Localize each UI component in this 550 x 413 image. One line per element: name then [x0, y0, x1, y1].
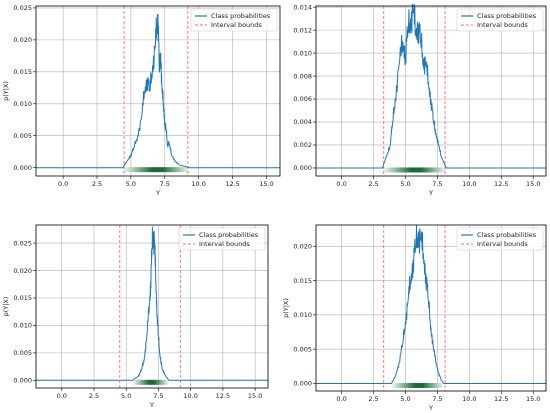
x-tick-label: 7.5	[160, 180, 170, 188]
legend-label: Interval bounds	[199, 240, 250, 248]
legend-label: Class probabilities	[477, 12, 537, 20]
x-tick-label: 0.0	[58, 180, 68, 188]
y-tick-label: 0.012	[293, 26, 312, 34]
x-tick-label: 15.0	[526, 395, 540, 403]
y-tick-label: 0.005	[293, 345, 312, 353]
legend-box	[178, 227, 266, 251]
y-tick-label: 0.006	[293, 95, 312, 103]
y-tick-label: 0.000	[13, 164, 32, 172]
x-tick-label: 15.0	[259, 180, 273, 188]
x-tick-label: 10.0	[183, 392, 197, 400]
class-probabilities-line	[316, 3, 546, 169]
x-tick-label: 5.0	[400, 395, 410, 403]
subplot-4: 0.0 2.5 5.0 7.5 10.0 12.5 15.0 0.000 0.005 0.010 0…	[282, 224, 547, 412]
x-tick-label: 0.0	[336, 180, 346, 188]
x-tick-label: 5.0	[126, 180, 136, 188]
axes-frame	[315, 224, 547, 392]
y-tick-label: 0.025	[13, 239, 32, 247]
legend-box	[190, 8, 278, 32]
x-tick-label: 5.0	[400, 180, 410, 188]
y-axis-label: p(Y|X)	[2, 81, 10, 101]
x-axis-label: Y	[155, 189, 160, 197]
axes-frame	[35, 5, 281, 177]
legend-label: Class probabilities	[199, 231, 259, 239]
legend-label: Interval bounds	[477, 240, 528, 248]
x-tick-label: 10.0	[462, 180, 476, 188]
y-tick-label: 0.025	[13, 4, 32, 12]
legend-label: Class probabilities	[477, 231, 537, 239]
x-tick-label: 2.5	[368, 180, 378, 188]
subplot-2: 0.0 2.5 5.0 7.5 10.0 12.5 15.0 0.000 0.002 0.004 0…	[293, 3, 547, 197]
y-tick-label: 0.010	[293, 49, 312, 57]
x-tick-label: 12.5	[216, 392, 230, 400]
legend-box	[456, 227, 544, 251]
x-tick-label: 12.5	[494, 180, 508, 188]
x-axis-label: Y	[428, 404, 433, 412]
axes-frame	[315, 5, 547, 177]
x-tick-label: 2.5	[368, 395, 378, 403]
y-tick-label: 0.014	[293, 3, 312, 11]
y-tick-label: 0.004	[293, 118, 312, 126]
y-tick-label: 0.000	[293, 380, 312, 388]
x-tick-label: 2.5	[92, 180, 102, 188]
confidence-band	[391, 382, 444, 388]
y-tick-label: 0.005	[13, 132, 32, 140]
x-axis-label: Y	[149, 401, 154, 409]
y-tick-label: 0.015	[293, 277, 312, 285]
y-axis-label: p(Y|X)	[2, 297, 10, 317]
y-tick-label: 0.010	[13, 100, 32, 108]
x-tick-label: 7.5	[432, 395, 442, 403]
plot-area	[316, 225, 546, 391]
subplot-3: 0.0 2.5 5.0 7.5 10.0 12.5 15.0 0.000 0.005 0.010 0…	[2, 224, 269, 409]
confidence-band	[132, 379, 169, 385]
class-probabilities-line	[36, 14, 280, 169]
y-tick-label: 0.015	[13, 68, 32, 76]
x-tick-label: 10.0	[191, 180, 205, 188]
y-tick-label: 0.000	[293, 164, 312, 172]
x-tick-label: 7.5	[153, 392, 163, 400]
y-axis-label: p(Y|X)	[282, 298, 290, 318]
axes-frame	[35, 224, 269, 389]
y-tick-label: 0.005	[13, 349, 32, 357]
y-tick-label: 0.002	[293, 141, 312, 149]
y-tick-label: 0.020	[293, 242, 312, 250]
legend-label: Class probabilities	[211, 12, 271, 20]
class-probabilities-line	[36, 226, 268, 381]
legend-box	[456, 8, 544, 32]
subplot-1: 0.0 2.5 5.0 7.5 10.0 12.5 15.0 0.000 0.005 0.010 0…	[2, 4, 281, 197]
x-tick-label: 10.0	[462, 395, 476, 403]
x-tick-label: 0.0	[57, 392, 67, 400]
confidence-band	[382, 167, 447, 173]
y-tick-label: 0.020	[13, 36, 32, 44]
confidence-band	[122, 167, 190, 173]
y-tick-label: 0.000	[13, 377, 32, 385]
y-tick-label: 0.010	[293, 311, 312, 319]
class-probabilities-line	[316, 224, 546, 384]
y-tick-label: 0.020	[13, 267, 32, 275]
plot-area	[316, 6, 546, 176]
legend-label: Interval bounds	[211, 21, 262, 29]
y-tick-label: 0.008	[293, 72, 312, 80]
x-tick-label: 15.0	[526, 180, 540, 188]
x-tick-label: 0.0	[336, 395, 346, 403]
x-tick-label: 7.5	[432, 180, 442, 188]
x-tick-label: 5.0	[121, 392, 131, 400]
y-tick-label: 0.015	[13, 294, 32, 302]
y-tick-label: 0.010	[13, 322, 32, 330]
x-axis-label: Y	[428, 189, 433, 197]
x-tick-label: 15.0	[248, 392, 262, 400]
legend-label: Interval bounds	[477, 21, 528, 29]
x-tick-label: 12.5	[494, 395, 508, 403]
x-tick-label: 12.5	[225, 180, 239, 188]
x-tick-label: 2.5	[89, 392, 99, 400]
